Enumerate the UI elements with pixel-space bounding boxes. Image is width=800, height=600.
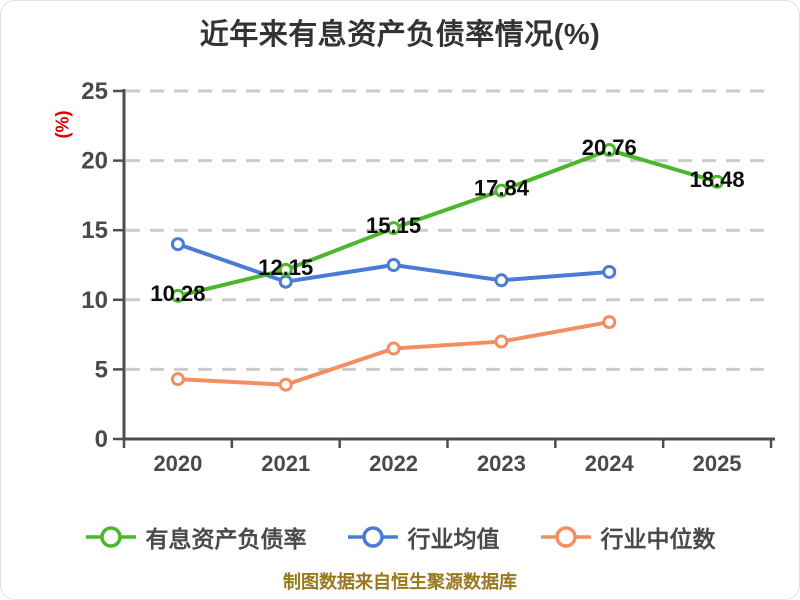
series-point-marker	[494, 183, 509, 198]
series-point-marker	[602, 315, 617, 330]
legend-item-0: 有息资产负债率	[85, 520, 307, 554]
series-point-marker	[710, 174, 725, 189]
line-marker-icon	[85, 526, 136, 548]
point-value-label: 20.76	[582, 135, 637, 160]
series-point-marker	[278, 377, 293, 392]
series-point-marker	[170, 237, 185, 252]
x-category-label: 2023	[477, 451, 526, 476]
axis-line	[122, 89, 775, 441]
point-value-label: 17.84	[474, 176, 530, 201]
x-category-label: 2021	[261, 451, 310, 476]
line-marker-icon	[540, 526, 591, 548]
series-point-marker	[386, 341, 401, 356]
data-source-footer: 制图数据来自恒生聚源数据库	[283, 572, 517, 592]
x-category-label: 2024	[585, 451, 635, 476]
y-tick-label: 20	[81, 148, 108, 175]
legend-label-1: 行业均值	[407, 526, 500, 552]
series-point-marker	[494, 273, 509, 288]
point-value-label: 10.28	[150, 281, 205, 306]
y-tick-label: 15	[81, 217, 108, 244]
series-point-marker	[170, 372, 185, 387]
x-category-label: 2020	[153, 451, 202, 476]
point-value-label: 15.15	[366, 213, 421, 238]
series-point-marker	[386, 258, 401, 272]
line-marker-icon	[347, 526, 398, 548]
legend-label-2: 行业中位数	[600, 526, 716, 552]
x-category-label: 2025	[693, 451, 742, 476]
y-tick-label: 25	[81, 78, 108, 105]
legend: 有息资产负债率 行业均值 行业中位数	[1, 520, 799, 554]
series-point-marker	[602, 143, 617, 158]
legend-item-2: 行业中位数	[540, 520, 716, 554]
y-tick-label: 5	[95, 356, 108, 383]
x-category-label: 2022	[369, 451, 418, 476]
series-point-marker	[494, 334, 509, 349]
point-value-label: 12.15	[258, 255, 313, 280]
y-tick-label: 10	[81, 287, 108, 314]
series-point-marker	[170, 288, 185, 303]
series-point-marker	[386, 221, 401, 236]
y-tick-label: 0	[95, 426, 108, 453]
chart-title: 近年来有息资产负债率情况(%)	[199, 19, 601, 51]
series-point-marker	[602, 264, 617, 279]
series-point-marker	[278, 262, 293, 277]
series-line-0	[175, 148, 720, 298]
legend-item-1: 行业均值	[347, 520, 500, 554]
legend-label-0: 有息资产负债率	[145, 526, 307, 552]
point-value-label: 18.48	[690, 167, 745, 192]
